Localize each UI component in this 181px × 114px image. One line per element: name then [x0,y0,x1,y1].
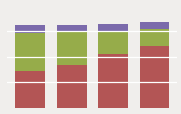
Bar [98,54,128,108]
Bar [98,24,128,32]
Bar [15,71,45,108]
Bar [57,65,87,108]
Bar [15,34,45,71]
Bar [57,33,87,65]
Bar [98,32,128,54]
Bar [140,47,169,108]
Bar [140,30,169,47]
Bar [57,25,87,33]
Bar [140,22,169,30]
Bar [15,26,45,34]
